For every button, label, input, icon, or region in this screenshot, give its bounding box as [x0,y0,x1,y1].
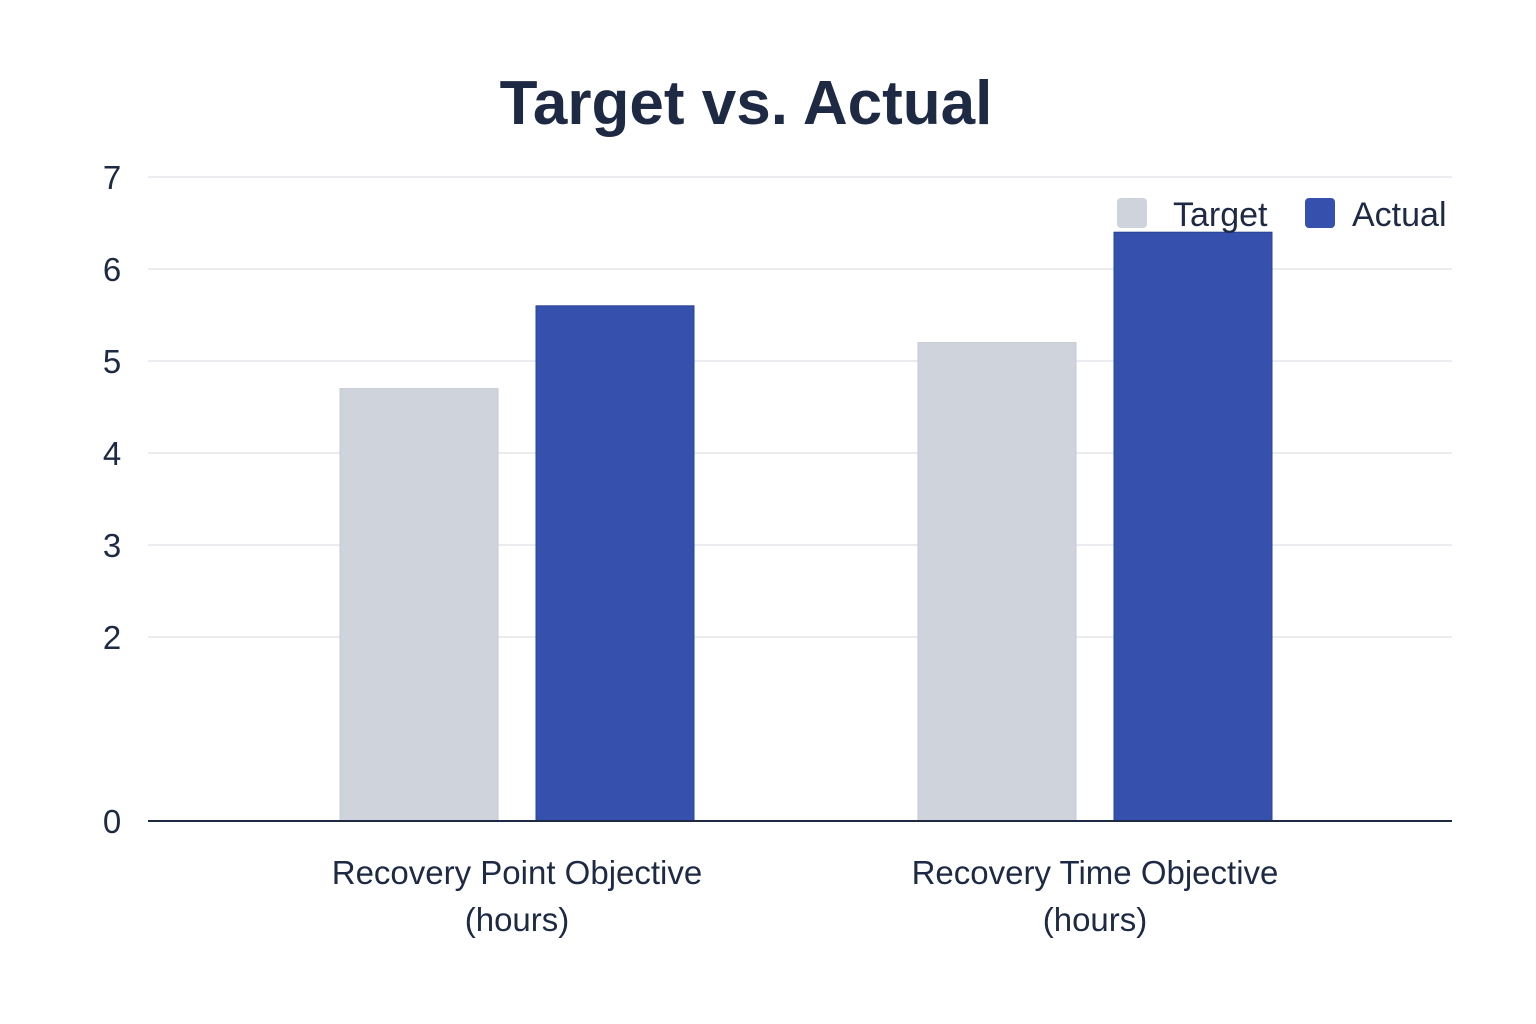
bar-target-0 [339,388,499,822]
bar-actual-0 [535,305,695,822]
legend-label-target: Target [1173,196,1268,234]
legend: Target Actual [1117,196,1447,234]
axes: 0 2 3 4 5 6 7 Recovery Point Objective (hours) Re… [103,159,1452,938]
chart-title: Target vs. Actual [500,69,993,138]
y-tick-label-2: 2 [103,619,121,656]
x-category-label-0-line-1: (hours) [465,901,570,938]
y-tick-label-6: 6 [103,251,121,288]
x-category-label-1-line-1: (hours) [1043,901,1148,938]
legend-swatch-target [1117,198,1147,228]
x-category-label-0-line-0: Recovery Point Objective [332,854,703,891]
y-tick-label-4: 4 [103,435,121,472]
y-tick-label-5: 5 [103,343,121,380]
y-tick-label-3: 3 [103,527,121,564]
bar-target-1 [917,342,1077,822]
legend-label-actual: Actual [1352,196,1447,234]
x-category-label-1-line-0: Recovery Time Objective [912,854,1279,891]
bars [339,231,1273,822]
y-tick-label-0: 0 [103,803,121,840]
y-tick-label-7: 7 [103,159,121,196]
legend-swatch-actual [1305,198,1335,228]
bar-actual-1 [1113,231,1273,822]
